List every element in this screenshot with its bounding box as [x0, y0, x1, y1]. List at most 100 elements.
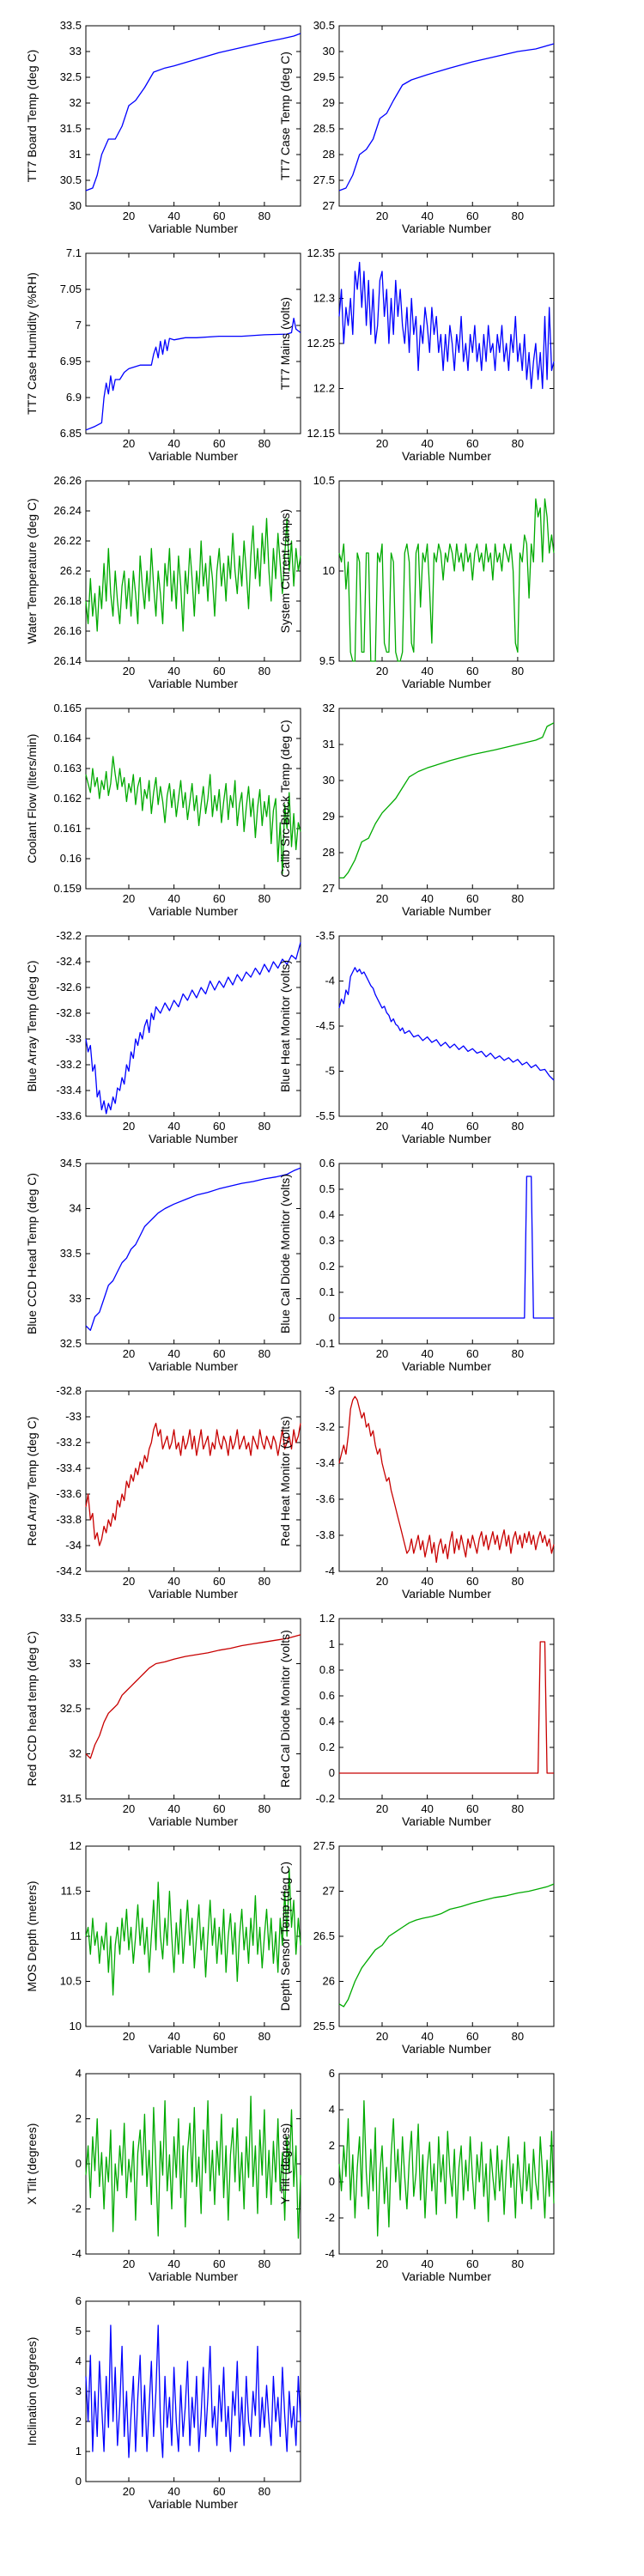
chart-14-xtick-label: 60 — [213, 1802, 225, 1815]
chart-17-xtick-label: 80 — [512, 2030, 524, 2043]
chart-15-plot-frame — [338, 1618, 555, 1800]
chart-20-ytick-label: 1 — [76, 2445, 82, 2458]
chart-1-ytick-label: 28 — [323, 148, 335, 161]
chart-12-ytick-label: -32.8 — [56, 1384, 82, 1397]
chart-5: 20 40 60 80 9.5 10 10.5 Variable Number System C… — [278, 474, 555, 690]
chart-7-ytick-label: 31 — [323, 738, 335, 750]
chart-16-ytick-label: 12 — [70, 1839, 82, 1852]
chart-8-xtick-label: 20 — [123, 1120, 135, 1133]
chart-17-x-axis-label: Variable Number — [402, 2042, 491, 2056]
chart-9-xtick-label: 60 — [466, 1120, 478, 1133]
chart-20-ytick-label: 6 — [76, 2294, 82, 2307]
chart-8-x-axis-label: Variable Number — [149, 1132, 238, 1145]
chart-12-ytick-label: -33.6 — [56, 1487, 82, 1500]
chart-9-xtick-label: 80 — [512, 1120, 524, 1133]
chart-3-ytick-label: 12.35 — [307, 246, 335, 259]
chart-17-y-axis-label: Depth Sensor Temp (deg C) — [278, 1862, 292, 2011]
chart-19-ytick-label: -2 — [325, 2211, 335, 2224]
chart-10-ytick-label: 33.5 — [60, 1247, 82, 1260]
chart-16-y-axis-label: MOS Depth (meters) — [25, 1880, 39, 1991]
chart-1-y-axis-label: TT7 Case Temp (deg C) — [278, 52, 292, 180]
chart-9-xtick-label: 20 — [376, 1120, 388, 1133]
chart-2-plot-frame — [85, 252, 301, 434]
chart-13-ytick-label: -3.4 — [316, 1456, 335, 1469]
chart-7-ytick-label: 30 — [323, 774, 335, 787]
chart-4-ytick-label: 26.2 — [60, 564, 82, 577]
chart-2-ytick-label: 7 — [76, 319, 82, 331]
chart-1-xtick-label: 60 — [466, 210, 478, 222]
chart-5-series-line — [338, 498, 555, 662]
chart-16-xtick-label: 20 — [123, 2030, 135, 2043]
chart-13-series-line — [338, 1395, 555, 1564]
chart-8-y-axis-label: Blue Array Temp (deg C) — [25, 960, 39, 1091]
chart-10-plot-frame — [85, 1163, 301, 1345]
chart-12-ytick-label: -33.2 — [56, 1436, 82, 1449]
chart-9-ytick-label: -4 — [325, 975, 335, 987]
chart-9-ytick-label: -5 — [325, 1065, 335, 1078]
chart-11-ytick-label: 0.5 — [319, 1182, 335, 1195]
chart-3-ytick-label: 12.15 — [307, 427, 335, 440]
chart-20-y-axis-label: Inclination (degrees) — [25, 2337, 39, 2446]
chart-3-x-axis-label: Variable Number — [402, 449, 491, 463]
chart-9-x-axis-label: Variable Number — [402, 1132, 491, 1145]
chart-13-xtick-label: 60 — [466, 1575, 478, 1588]
chart-8-xtick-label: 80 — [258, 1120, 270, 1133]
chart-11-y-axis-label: Blue Cal Diode Monitor (volts) — [278, 1174, 292, 1334]
chart-12-plot-frame — [85, 1390, 301, 1572]
chart-4-x-axis-label: Variable Number — [149, 677, 238, 690]
chart-6-ytick-label: 0.164 — [53, 732, 82, 744]
chart-16-ytick-label: 11 — [70, 1929, 82, 1942]
chart-1-ytick-label: 29 — [323, 96, 335, 109]
chart-16-series-line — [85, 1868, 301, 1996]
chart-11-plot-frame — [338, 1163, 555, 1345]
chart-12-xtick-label: 40 — [167, 1575, 179, 1588]
chart-15-ytick-label: 0.6 — [319, 1689, 335, 1702]
chart-6-xtick-label: 80 — [258, 892, 270, 905]
chart-6-ytick-label: 0.161 — [53, 822, 82, 835]
chart-17-ytick-label: 27 — [323, 1885, 335, 1898]
chart-13-ytick-label: -3 — [325, 1384, 335, 1397]
chart-20-series-line — [85, 2324, 301, 2458]
chart-20-ytick-label: 0 — [76, 2475, 82, 2488]
chart-14-ytick-label: 32.5 — [60, 1702, 82, 1715]
chart-20-ytick-label: 5 — [76, 2324, 82, 2337]
chart-14-ytick-label: 33 — [70, 1657, 82, 1670]
chart-2-ytick-label: 7.1 — [66, 246, 82, 259]
chart-8-ytick-label: -33.4 — [56, 1084, 82, 1097]
chart-20-ytick-label: 2 — [76, 2415, 82, 2427]
chart-19-ytick-label: 0 — [329, 2175, 335, 2188]
chart-0-ytick-label: 30 — [70, 199, 82, 212]
chart-11-ytick-label: 0.6 — [319, 1157, 335, 1170]
chart-1-ytick-label: 30 — [323, 45, 335, 58]
chart-0-plot-frame — [85, 25, 301, 207]
chart-15-x-axis-label: Variable Number — [402, 1814, 491, 1828]
chart-10-series-line — [85, 1167, 301, 1331]
chart-3-ytick-label: 12.2 — [313, 382, 335, 395]
chart-15-ytick-label: 0.8 — [319, 1663, 335, 1676]
chart-5-xtick-label: 60 — [466, 665, 478, 677]
chart-0-ytick-label: 33 — [70, 45, 82, 58]
chart-3-xtick-label: 40 — [421, 437, 433, 450]
chart-20-xtick-label: 40 — [167, 2485, 179, 2498]
chart-2-xtick-label: 20 — [123, 437, 135, 450]
chart-11-xtick-label: 20 — [376, 1347, 388, 1360]
chart-13: 20 40 60 80 -4 -3.8 -3.6 -3.4 -3.2 -3 Variable Num… — [278, 1384, 555, 1601]
chart-6-xtick-label: 40 — [167, 892, 179, 905]
chart-11-series-line — [339, 1176, 554, 1319]
chart-18-ytick-label: -4 — [71, 2247, 82, 2260]
chart-17-series-line — [338, 1883, 555, 2008]
chart-0-ytick-label: 32 — [70, 96, 82, 109]
chart-5-xtick-label: 80 — [512, 665, 524, 677]
chart-5-xtick-label: 20 — [376, 665, 388, 677]
chart-17-ytick-label: 27.5 — [313, 1839, 335, 1852]
chart-14-xtick-label: 20 — [123, 1802, 135, 1815]
chart-18-ytick-label: 0 — [76, 2157, 82, 2170]
chart-16-xtick-label: 40 — [167, 2030, 179, 2043]
chart-15-series-line — [339, 1641, 554, 1774]
chart-13-ytick-label: -4 — [325, 1564, 335, 1577]
chart-6-ytick-label: 0.159 — [53, 882, 82, 895]
chart-0: 20 40 60 80 30 30.5 31 31.5 32 32.5 33 33.5 Variable… — [25, 19, 301, 235]
chart-7-ytick-label: 27 — [323, 882, 335, 895]
chart-3-xtick-label: 60 — [466, 437, 478, 450]
